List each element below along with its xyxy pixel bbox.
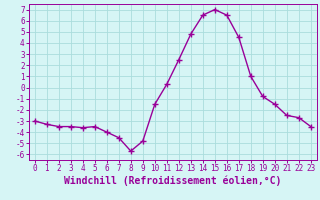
X-axis label: Windchill (Refroidissement éolien,°C): Windchill (Refroidissement éolien,°C) — [64, 176, 282, 186]
